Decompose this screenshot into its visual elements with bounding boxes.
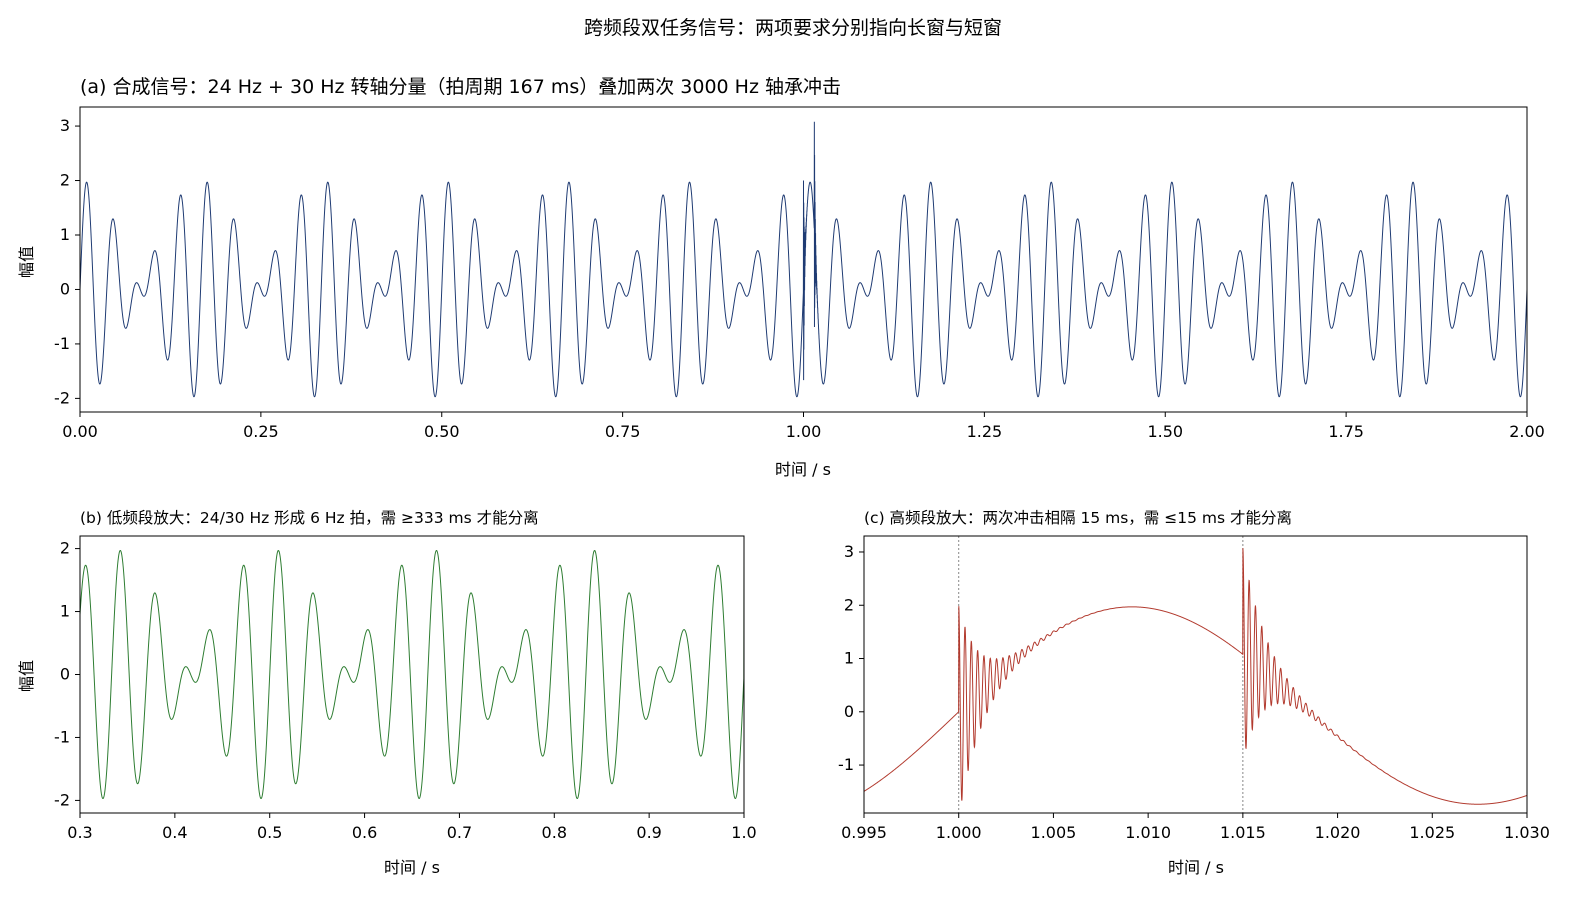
panel-a-xtick-label: 0.25 [243, 422, 279, 441]
panel-c-plot-area: 0.995 1.000 1.005 1.010 1.015 1.020 1.025 1.030… [838, 535, 1550, 842]
panel-c-xtick-label: 1.030 [1504, 823, 1550, 842]
panel-b-xtick-label: 0.6 [352, 823, 377, 842]
panel-a-signal-line [80, 121, 1527, 398]
panel-a-xtick-label: 1.00 [786, 422, 822, 441]
panel-a-ytick-label: 0 [60, 279, 70, 298]
panel-a-xtick-label: 2.00 [1509, 422, 1545, 441]
panel-c-xtick-label: 0.995 [841, 823, 887, 842]
panel-b-ytick-label: -1 [54, 727, 70, 746]
panel-c-xtick-label: 1.015 [1220, 823, 1266, 842]
panel-c-xlabel: 时间 / s [1168, 858, 1224, 877]
panel-a-xtick-label: 1.25 [967, 422, 1003, 441]
panel-c-ytick-label: 0 [844, 702, 854, 721]
panel-c-xtick-label: 1.020 [1315, 823, 1361, 842]
panel-b-ytick-label: -2 [54, 790, 70, 809]
panel-c-signal-line [864, 548, 1527, 805]
panel-c-title: (c) 高频段放大：两次冲击相隔 15 ms，需 ≤15 ms 才能分离 [864, 509, 1292, 527]
panel-b: (b) 低频段放大：24/30 Hz 形成 6 Hz 拍，需 ≥333 ms 才… [17, 509, 757, 877]
panel-a-ytick-label: 2 [60, 171, 70, 190]
figure-suptitle: 跨频段双任务信号：两项要求分别指向长窗与短窗 [584, 17, 1002, 39]
panel-b-xtick-label: 0.9 [636, 823, 661, 842]
panel-b-ytick-label: 0 [60, 665, 70, 684]
panel-a-ytick-label: -1 [54, 334, 70, 353]
panel-a-xtick-label: 1.75 [1328, 422, 1364, 441]
panel-a-ytick-label: 3 [60, 116, 70, 135]
panel-c: (c) 高频段放大：两次冲击相隔 15 ms，需 ≤15 ms 才能分离 0.9… [838, 509, 1550, 877]
panel-c-frame [863, 535, 1528, 814]
panel-b-xtick-label: 0.7 [447, 823, 472, 842]
panel-c-ytick-label: 2 [844, 595, 854, 614]
panel-c-xtick-label: 1.005 [1031, 823, 1077, 842]
panel-a-ytick-label: 1 [60, 225, 70, 244]
panel-a-ytick-label: -2 [54, 388, 70, 407]
panel-a: (a) 合成信号：24 Hz + 30 Hz 转轴分量（拍周期 167 ms）叠… [17, 76, 1545, 479]
panel-a-xtick-label: 0.50 [424, 422, 460, 441]
panel-a-plot-area: 0.00 0.25 0.50 0.75 1.00 1.25 1.50 1.75 2.00 -2 -1… [54, 106, 1545, 441]
panel-b-xtick-label: 0.4 [162, 823, 187, 842]
panel-b-xtick-label: 1.0 [731, 823, 756, 842]
panel-c-xtick-label: 1.010 [1125, 823, 1171, 842]
panel-b-plot-area: 0.3 0.4 0.5 0.6 0.7 0.8 0.9 1.0 -2 -1 0 1 2 [54, 535, 757, 842]
panel-b-xlabel: 时间 / s [384, 858, 440, 877]
panel-c-ytick-label: 3 [844, 542, 854, 561]
panel-c-xtick-label: 1.025 [1409, 823, 1455, 842]
panel-b-title: (b) 低频段放大：24/30 Hz 形成 6 Hz 拍，需 ≥333 ms 才… [80, 509, 539, 527]
panel-b-ytick-label: 1 [60, 602, 70, 621]
panel-b-xtick-label: 0.3 [67, 823, 92, 842]
panel-b-frame [79, 535, 745, 814]
panel-c-xtick-label: 1.000 [936, 823, 982, 842]
panel-b-xtick-label: 0.5 [257, 823, 282, 842]
panel-a-title: (a) 合成信号：24 Hz + 30 Hz 转轴分量（拍周期 167 ms）叠… [80, 76, 841, 98]
panel-a-xtick-label: 0.00 [62, 422, 98, 441]
panel-a-xtick-label: 1.50 [1147, 422, 1183, 441]
panel-a-ylabel: 幅值 [17, 246, 36, 278]
panel-b-ytick-label: 2 [60, 539, 70, 558]
panel-c-ytick-label: -1 [838, 755, 854, 774]
panel-a-xlabel: 时间 / s [775, 460, 831, 479]
panel-c-ytick-label: 1 [844, 649, 854, 668]
panel-a-xtick-label: 0.75 [605, 422, 641, 441]
panel-b-signal-line [80, 548, 744, 800]
panel-b-xtick-label: 0.8 [542, 823, 567, 842]
panel-b-ylabel: 幅值 [17, 660, 36, 692]
